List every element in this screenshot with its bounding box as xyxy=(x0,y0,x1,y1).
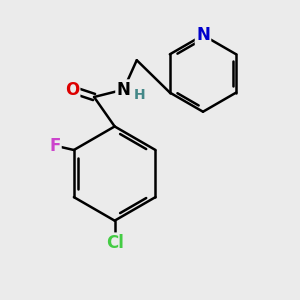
Text: Cl: Cl xyxy=(106,234,124,252)
Text: H: H xyxy=(134,88,146,102)
Text: O: O xyxy=(65,81,79,99)
Text: N: N xyxy=(196,26,210,44)
Text: F: F xyxy=(49,136,60,154)
Text: N: N xyxy=(117,81,130,99)
